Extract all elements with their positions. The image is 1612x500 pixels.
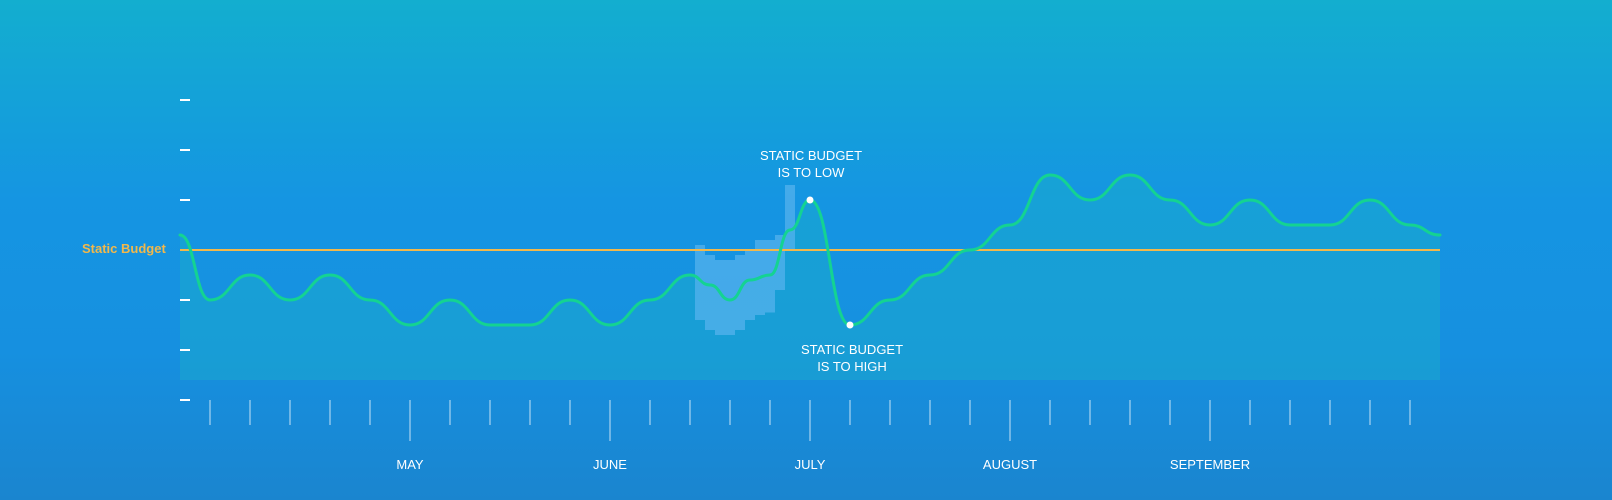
annotation-points bbox=[806, 196, 854, 329]
annotation-point bbox=[846, 321, 854, 329]
annotation-too-low-line-1: STATIC BUDGET bbox=[759, 148, 863, 163]
static-budget-label: Static Budget bbox=[82, 241, 166, 256]
band-step bbox=[725, 260, 735, 335]
annotation-too-low-line-2: IS TO LOW bbox=[777, 165, 845, 180]
annotation-too-low: STATIC BUDGET IS TO LOW bbox=[760, 147, 862, 181]
area-fill bbox=[180, 175, 1440, 380]
annotation-too-high-line-1: STATIC BUDGET bbox=[800, 342, 904, 357]
band-step bbox=[715, 260, 725, 335]
month-label-july: JULY bbox=[794, 457, 826, 472]
month-label-august: AUGUST bbox=[982, 457, 1038, 472]
y-axis-ticks bbox=[180, 99, 190, 401]
band-step bbox=[705, 255, 715, 330]
band-step bbox=[745, 250, 755, 320]
band-step bbox=[785, 185, 795, 250]
x-axis-ticks bbox=[209, 400, 1411, 441]
annotation-too-high: STATIC BUDGET IS TO HIGH bbox=[801, 341, 903, 375]
annotation-too-high-line-2: IS TO HIGH bbox=[817, 359, 887, 374]
month-label-september: SEPTEMBER bbox=[1169, 457, 1251, 472]
series-line bbox=[178, 173, 1442, 327]
month-label-may: MAY bbox=[396, 457, 424, 472]
annotation-point bbox=[806, 196, 814, 204]
band-step bbox=[775, 235, 785, 290]
band-step bbox=[695, 245, 705, 320]
month-label-june: JUNE bbox=[593, 457, 627, 472]
